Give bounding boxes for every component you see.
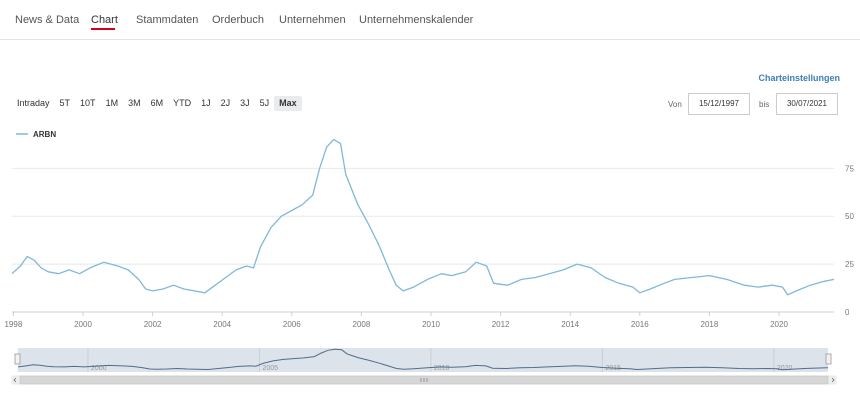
tab-stammdaten[interactable]: Stammdaten	[136, 14, 199, 26]
navigator-tick-label: 2020	[777, 365, 793, 372]
tab-bar: News & Data Chart Stammdaten Orderbuch U…	[0, 0, 860, 40]
tab-unternehmen[interactable]: Unternehmen	[279, 14, 346, 26]
chart-navigator[interactable]: 2000 2005 2010 2015 2020	[0, 342, 860, 388]
date-from-input[interactable]: 15/12/1997	[688, 93, 750, 115]
y-tick-label: 75	[845, 164, 854, 173]
x-tick-label: 2008	[353, 320, 371, 329]
x-tick-label: 2010	[422, 320, 440, 329]
date-from-label: Von	[668, 100, 682, 109]
tab-chart[interactable]: Chart	[91, 14, 118, 26]
date-to-label: bis	[759, 100, 770, 109]
x-tick-label: 2002	[144, 320, 162, 329]
range-button-1m[interactable]: 1M	[105, 98, 119, 108]
x-tick-label: 2016	[631, 320, 649, 329]
navigator-right-handle	[825, 353, 832, 365]
range-button-1j[interactable]: 1J	[201, 98, 211, 108]
navigator-tick-label: 2005	[262, 365, 278, 372]
range-button-2j[interactable]: 2J	[220, 98, 231, 108]
navigator-series-line	[17, 348, 829, 371]
range-button-5t[interactable]: 5T	[59, 98, 71, 108]
active-tab-indicator	[91, 28, 115, 30]
chart-settings-link[interactable]: Charteinstellungen	[758, 73, 840, 83]
navigator-tick-label: 2000	[91, 365, 107, 372]
range-button-intraday[interactable]: Intraday	[17, 98, 50, 108]
x-tick-label: 2018	[701, 320, 719, 329]
navigator-left-handle	[14, 353, 21, 365]
tab-news-data[interactable]: News & Data	[15, 14, 80, 26]
range-button-3j[interactable]: 3J	[240, 98, 250, 108]
scroll-left-arrow-icon	[13, 377, 17, 383]
x-tick-label: 2020	[770, 320, 788, 329]
x-tick-label: 2014	[561, 320, 579, 329]
navigator-tick-label: 2010	[434, 365, 450, 372]
date-to-input[interactable]: 30/07/2021	[776, 93, 838, 115]
range-button-3m[interactable]: 3M	[128, 98, 141, 108]
tab-unternehmenskalender[interactable]: Unternehmenskalender	[359, 14, 474, 26]
range-button-10t[interactable]: 10T	[80, 98, 96, 108]
y-tick-label: 50	[845, 212, 854, 221]
y-tick-label: 25	[845, 260, 854, 269]
x-tick-label: 2012	[492, 320, 510, 329]
x-tick-label: 2000	[74, 320, 92, 329]
x-tick-label: 2006	[283, 320, 301, 329]
price-chart: 0 25 50 75 1998 2000 2002 2004 2006 2008 2010 2012 2…	[4, 130, 854, 329]
range-button-max[interactable]: Max	[274, 96, 302, 111]
range-selector: Intraday 5T 10T 1M 3M 6M YTD 1J 2J 3J 5J…	[12, 96, 302, 111]
range-button-5j[interactable]: 5J	[259, 98, 270, 108]
series-line-arbn	[11, 138, 835, 296]
scroll-right-arrow-icon	[831, 377, 835, 383]
y-tick-label: 0	[845, 308, 850, 317]
x-tick-label: 1998	[4, 320, 22, 329]
x-tick-label: 2004	[213, 320, 231, 329]
tab-orderbuch[interactable]: Orderbuch	[212, 14, 264, 26]
range-button-ytd[interactable]: YTD	[173, 98, 192, 108]
legend-label-arbn: ARBN	[33, 130, 56, 139]
range-button-6m[interactable]: 6M	[150, 98, 164, 108]
